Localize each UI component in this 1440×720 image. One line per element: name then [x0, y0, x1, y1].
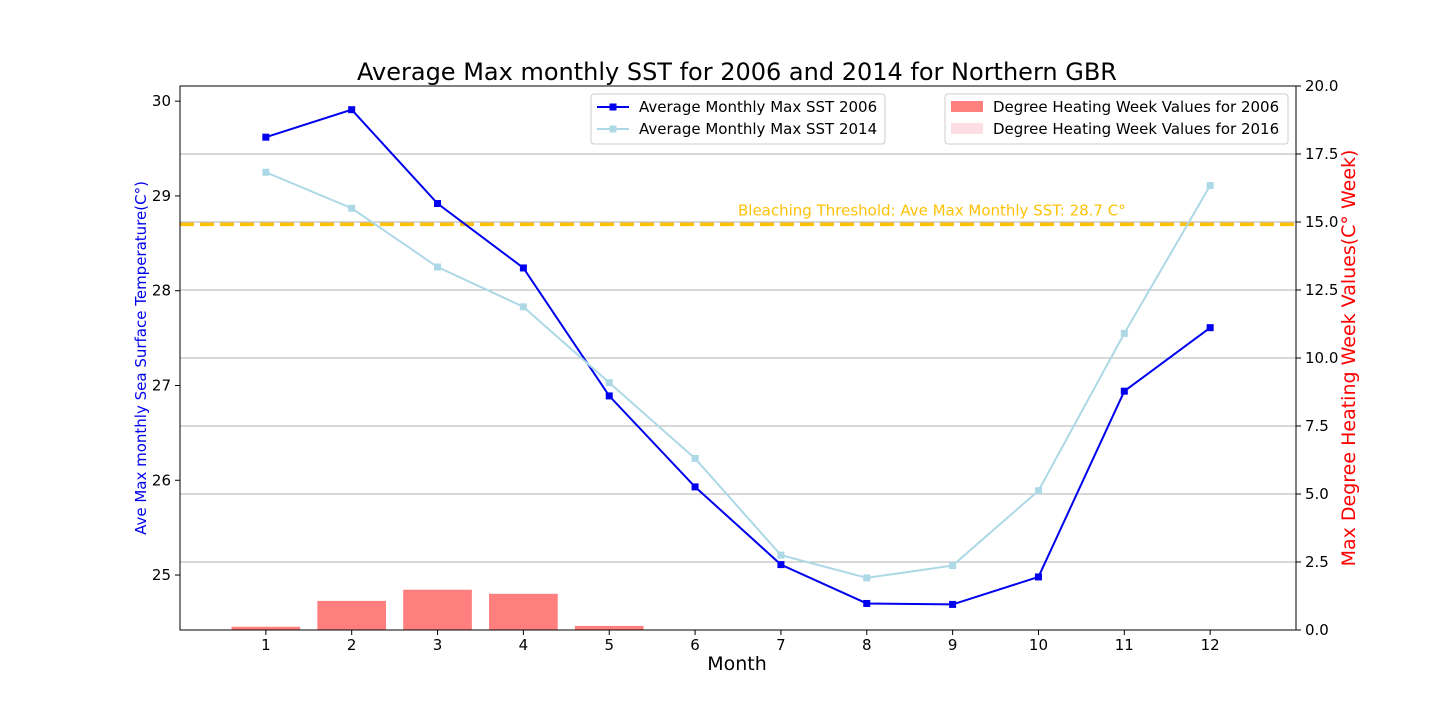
data-point — [434, 200, 442, 208]
x-tick-label: 1 — [261, 636, 271, 654]
legend-entry: Average Monthly Max SST 2014 — [639, 120, 877, 138]
x-tick-label: 6 — [690, 636, 700, 654]
bar — [489, 593, 558, 630]
x-tick-label: 3 — [433, 636, 443, 654]
data-point — [262, 133, 270, 141]
y2-tick-label: 0.0 — [1305, 621, 1329, 639]
y-axis-label-left: Ave Max monthly Sea Surface Temperature(… — [132, 181, 150, 535]
data-point — [1120, 329, 1128, 337]
legend-bar-swatch — [951, 101, 983, 112]
data-point — [519, 264, 527, 272]
threshold: Bleaching Threshold: Ave Max Monthly SST… — [180, 201, 1296, 227]
legend-marker — [609, 103, 617, 111]
y2-tick-label: 17.5 — [1305, 145, 1338, 163]
y-axis-left: 25 26 27 28 29 30 — [152, 92, 180, 584]
legend-box — [944, 93, 1289, 145]
grid — [180, 153, 1296, 563]
y2-tick-label: 7.5 — [1305, 417, 1329, 435]
data-point — [348, 204, 356, 212]
data-point — [691, 454, 699, 462]
data-point — [519, 303, 527, 311]
threshold-label: Bleaching Threshold: Ave Max Monthly SST… — [738, 201, 1126, 219]
x-tick-label: 7 — [776, 636, 786, 654]
data-point — [605, 379, 613, 387]
y2-tick-label: 5.0 — [1305, 485, 1329, 503]
x-tick-label: 5 — [604, 636, 614, 654]
bar — [403, 589, 472, 630]
bar — [317, 600, 387, 630]
series-line — [265, 108, 1211, 606]
bars — [231, 589, 644, 630]
y-tick-label: 27 — [152, 376, 171, 394]
x-tick-label: 8 — [862, 636, 872, 654]
y-tick-label: 25 — [152, 566, 171, 584]
data-point — [863, 599, 871, 607]
y-tick-label: 28 — [152, 282, 171, 300]
data-point — [605, 392, 613, 400]
legend-marker — [609, 125, 617, 133]
x-tick-label: 10 — [1029, 636, 1048, 654]
data-point — [348, 106, 356, 114]
y2-tick-label: 15.0 — [1305, 213, 1338, 231]
series-line — [265, 171, 1212, 579]
legend-box — [590, 93, 886, 145]
data-point — [777, 551, 785, 559]
legend-bar-swatch — [951, 123, 983, 134]
x-tick-label: 12 — [1201, 636, 1220, 654]
legend-lines: Average Monthly Max SST 2006 Average Mont… — [590, 93, 886, 145]
y2-tick-label: 2.5 — [1305, 553, 1329, 571]
y-axis-label-right: Max Degree Heating Week Values(C° Week) — [1338, 150, 1360, 567]
legend-entry: Degree Heating Week Values for 2006 — [993, 98, 1279, 116]
legend-entry: Degree Heating Week Values for 2016 — [993, 120, 1279, 138]
y-tick-label: 29 — [152, 187, 171, 205]
legend-entry: Average Monthly Max SST 2006 — [639, 98, 877, 116]
legend-bars: Degree Heating Week Values for 2006 Degre… — [944, 93, 1289, 145]
data-point — [777, 561, 785, 569]
y2-tick-label: 20.0 — [1305, 77, 1338, 95]
y-tick-label: 26 — [152, 471, 171, 489]
data-point — [262, 168, 270, 176]
y2-tick-label: 12.5 — [1305, 281, 1338, 299]
data-point — [691, 483, 699, 491]
data-point — [863, 574, 871, 582]
y-axis-right: 0.0 2.5 5.0 7.5 10.0 12.5 15.0 17.5 20.0 — [1296, 77, 1338, 639]
x-tick-label: 2 — [347, 636, 357, 654]
data-point — [1034, 487, 1042, 495]
chart-title: Average Max monthly SST for 2006 and 201… — [357, 58, 1117, 86]
data-point — [1034, 573, 1042, 581]
x-axis: 1 2 3 4 5 6 7 8 9 10 11 12 — [261, 630, 1220, 654]
y-tick-label: 30 — [152, 92, 171, 110]
bar — [231, 626, 301, 630]
y2-tick-label: 10.0 — [1305, 349, 1338, 367]
lines — [262, 106, 1214, 608]
data-point — [949, 562, 957, 570]
data-point — [434, 263, 442, 271]
x-tick-label: 9 — [948, 636, 958, 654]
bar — [574, 625, 644, 630]
data-point — [1206, 324, 1214, 332]
data-point — [1206, 182, 1214, 190]
x-tick-label: 11 — [1115, 636, 1134, 654]
x-tick-label: 4 — [519, 636, 529, 654]
data-point — [949, 600, 957, 608]
data-point — [1120, 387, 1128, 395]
x-axis-label: Month — [707, 653, 767, 675]
